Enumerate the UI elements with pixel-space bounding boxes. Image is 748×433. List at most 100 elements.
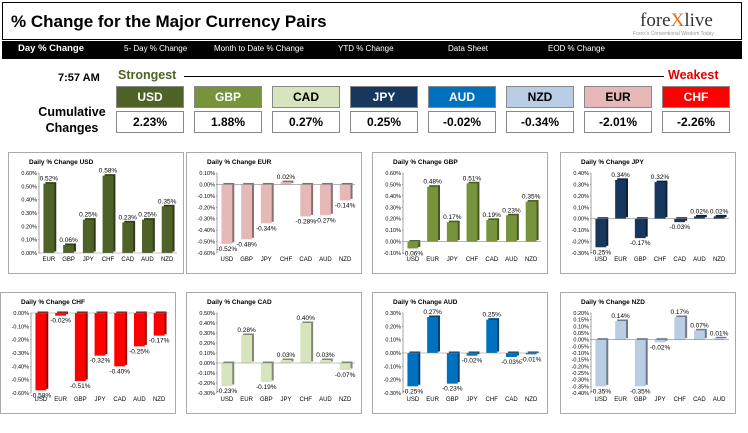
category-label: EUR <box>240 397 253 403</box>
y-tick-label: -0.60% <box>12 391 30 397</box>
strongest-label: Strongest <box>118 68 177 82</box>
data-label: -0.25% <box>591 249 612 256</box>
data-label: 0.19% <box>482 212 501 219</box>
nav-month-to-date[interactable]: Month to Date % Change <box>214 44 304 53</box>
data-label: 0.01% <box>710 330 729 337</box>
bar <box>300 323 312 363</box>
chart-title: Daily % Change EUR <box>207 159 272 166</box>
category-label: CHF <box>654 257 667 263</box>
cumulative-value-gbp: 1.88% <box>194 111 262 133</box>
bar-shadow <box>527 351 539 353</box>
data-label: -0.25% <box>129 348 150 355</box>
data-label: 0.23% <box>502 207 521 214</box>
forexlive-logo[interactable]: foreXlive <box>640 10 713 32</box>
category-label: EUR <box>426 397 439 403</box>
y-tick-label: 0.20% <box>385 217 401 223</box>
bar <box>466 183 478 242</box>
category-label: USD <box>407 257 420 263</box>
data-label: -0.02% <box>650 344 671 351</box>
y-tick-label: -0.40% <box>198 228 216 234</box>
bar-shadow <box>696 214 707 218</box>
chart-panel-eur: Daily % Change EUR -0.60% -0.50% -0.40% -0.… <box>186 152 362 274</box>
chart-panel-chf: Daily % Change CHF -0.60% -0.50% -0.40% -0.… <box>0 292 176 414</box>
bar-shadow <box>282 180 294 183</box>
page-title: % Change for the Major Currency Pairs <box>11 12 327 31</box>
y-tick-label: 0.60% <box>385 171 401 177</box>
data-label: -0.23% <box>217 388 238 395</box>
y-tick-label: -0.40% <box>12 364 30 370</box>
data-label: 0.35% <box>158 198 177 205</box>
nav-5day-change[interactable]: 5- Day % Change <box>124 44 188 53</box>
y-tick-label: 0.40% <box>573 171 589 177</box>
bar <box>506 353 517 357</box>
bar <box>525 201 537 242</box>
bar <box>63 245 74 253</box>
data-label: 0.17% <box>443 214 462 221</box>
category-label: USD <box>595 397 608 403</box>
bar <box>486 219 498 242</box>
bar <box>694 216 705 219</box>
data-label: 0.40% <box>296 315 315 322</box>
category-label: CHF <box>280 257 293 263</box>
chart-title: Daily % Change CAD <box>207 299 272 306</box>
category-label: NZD <box>153 397 166 403</box>
data-label: 0.58% <box>99 168 118 175</box>
y-tick-label: 0.10% <box>199 351 215 357</box>
y-tick-label: -0.30% <box>572 378 590 384</box>
nav-ytd-change[interactable]: YTD % Change <box>338 44 394 53</box>
nav-bar: Day % Change 5- Day % Change Month to Da… <box>2 41 742 59</box>
category-label: JPY <box>654 397 665 403</box>
y-tick-label: 0.00% <box>199 361 215 367</box>
chart-svg: -0.40%-0.35%-0.30%-0.25%-0.20%-0.15%-0.1… <box>572 309 729 403</box>
nav-data-sheet[interactable]: Data Sheet <box>448 44 489 53</box>
nav-eod-change[interactable]: EOD % Change <box>548 44 605 53</box>
bar <box>466 353 478 356</box>
data-label: 0.52% <box>40 176 59 183</box>
y-tick-label: 0.00% <box>385 240 401 246</box>
logo-text-main: fore <box>640 10 671 31</box>
data-label: 0.35% <box>522 194 541 201</box>
data-label: 0.32% <box>651 174 670 181</box>
bar <box>102 175 114 253</box>
category-label: GBP <box>240 257 253 263</box>
y-tick-label: -0.50% <box>198 240 216 246</box>
bar <box>634 339 646 387</box>
data-label: -0.35% <box>591 388 612 395</box>
cumulative-value-jpy: 0.25% <box>350 111 418 133</box>
category-label: GBP <box>446 397 459 403</box>
bar-shadow <box>715 336 727 339</box>
y-tick-label: 0.40% <box>199 321 215 327</box>
category-label: USD <box>221 397 234 403</box>
chart-title: Daily % Change GBP <box>393 159 458 166</box>
category-label: AUD <box>319 397 332 403</box>
chart-svg: -0.60% -0.50% -0.40% -0.30% -0.20% -0.10% 0.00… <box>12 311 170 403</box>
y-tick-label: -0.35% <box>572 384 590 390</box>
bar <box>55 313 66 316</box>
chart-title: Daily % Change CHF <box>21 299 85 306</box>
chart-panel-nzd: Daily % Change NZD -0.40% -0.35% -0.30% -0.… <box>560 292 736 414</box>
data-label: 0.06% <box>59 237 78 244</box>
data-label: -0.02% <box>50 318 71 325</box>
bar <box>506 215 517 242</box>
bar <box>634 218 646 239</box>
data-label: -0.27% <box>315 217 336 224</box>
bar <box>161 206 173 253</box>
data-label: -0.34% <box>256 225 277 232</box>
bar <box>114 313 126 367</box>
currency-box-usd: USD <box>116 86 184 108</box>
y-tick-label: -0.30% <box>198 217 216 223</box>
y-tick-label: 0.10% <box>573 205 589 211</box>
data-label: 0.14% <box>611 313 630 320</box>
cumulative-changes-label: Cumulative Changes <box>38 105 106 135</box>
bar <box>446 353 458 384</box>
bar <box>74 313 86 381</box>
y-tick-label: -0.05% <box>572 344 590 350</box>
category-label: CHF <box>300 397 313 403</box>
category-label: CAD <box>505 397 518 403</box>
y-tick-label: -0.20% <box>384 378 402 384</box>
timestamp: 7:57 AM <box>58 72 100 84</box>
nav-day-change[interactable]: Day % Change <box>18 43 84 54</box>
bar <box>320 184 331 216</box>
y-tick-label: -0.10% <box>384 251 402 257</box>
category-label: EUR <box>43 257 56 263</box>
